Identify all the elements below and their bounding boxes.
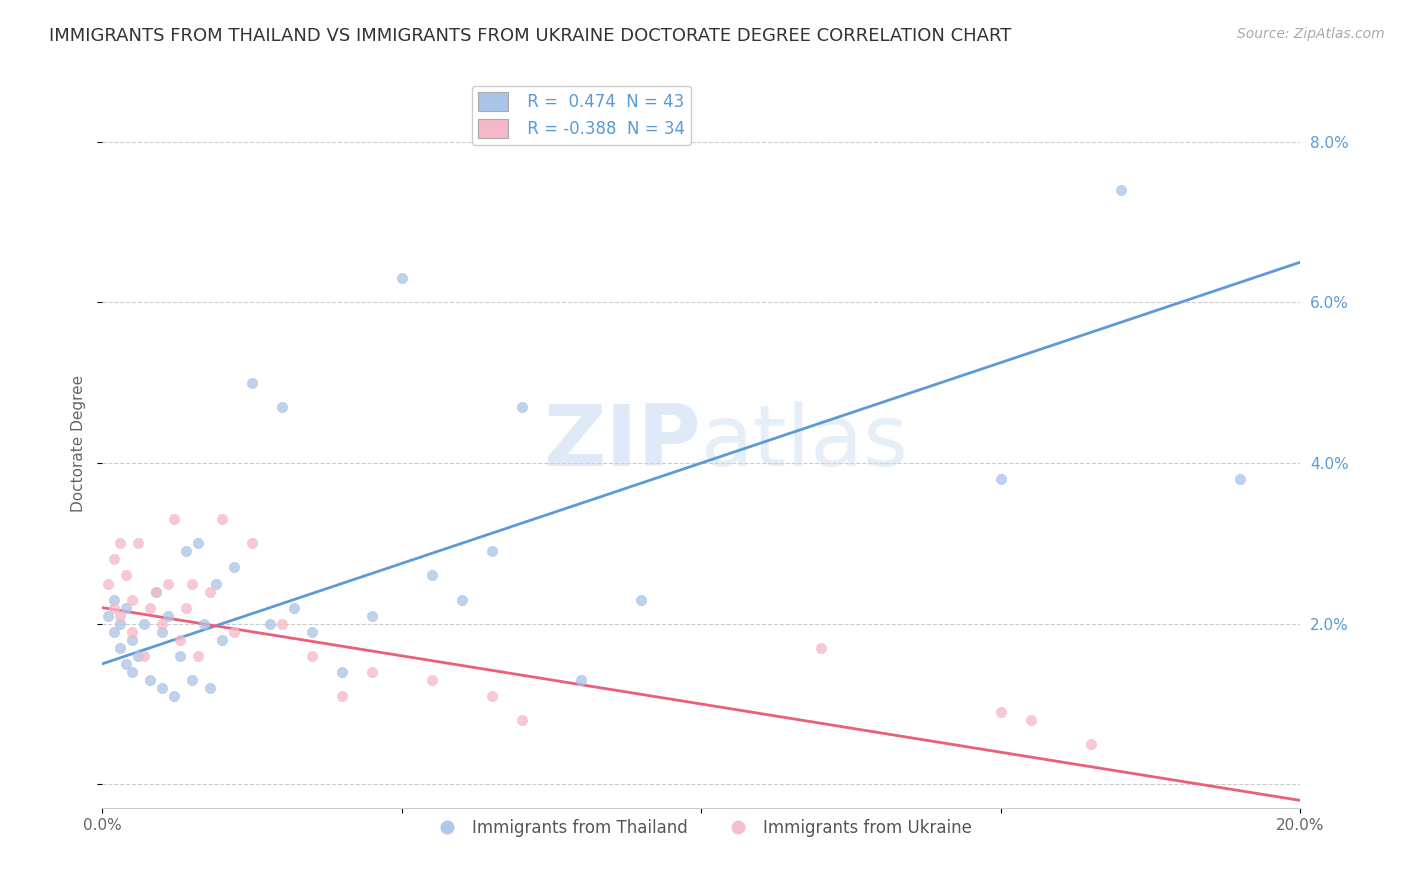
Point [211,632,233,647]
Point [127,648,149,663]
Point [145,584,167,599]
Point [121,632,143,647]
Point [271,400,294,414]
Point [481,689,503,703]
Point [150,616,173,631]
Point [187,536,209,550]
Point [810,640,832,655]
Point [240,536,263,550]
Point [360,665,382,679]
Point [240,376,263,390]
Point [163,512,186,526]
Point [108,616,131,631]
Point [103,624,125,639]
Point [108,536,131,550]
Point [222,624,245,639]
Point [222,560,245,574]
Point [630,592,652,607]
Point [115,568,138,582]
Point [301,624,323,639]
Point [169,648,191,663]
Text: ZIP: ZIP [544,401,702,484]
Point [211,512,233,526]
Point [108,640,131,655]
Point [1080,737,1102,751]
Point [163,689,186,703]
Point [103,600,125,615]
Point [198,584,221,599]
Point [108,608,131,623]
Point [134,616,156,631]
Point [450,592,472,607]
Point [420,673,443,687]
Point [1229,472,1251,486]
Point [198,681,221,695]
Point [301,648,323,663]
Point [990,472,1012,486]
Point [97,576,120,591]
Point [103,592,125,607]
Point [134,648,156,663]
Point [103,552,125,566]
Point [121,665,143,679]
Point [391,271,413,285]
Point [283,600,305,615]
Point [271,616,294,631]
Point [97,608,120,623]
Point [127,536,149,550]
Point [330,689,353,703]
Point [139,600,162,615]
Point [571,673,593,687]
Point [174,544,197,558]
Point [139,673,162,687]
Point [187,648,209,663]
Point [1019,713,1042,727]
Point [115,657,138,671]
Point [181,673,204,687]
Point [481,544,503,558]
Point [510,713,533,727]
Point [420,568,443,582]
Text: Source: ZipAtlas.com: Source: ZipAtlas.com [1237,27,1385,41]
Point [181,576,204,591]
Point [330,665,353,679]
Point [510,400,533,414]
Point [150,624,173,639]
Point [121,592,143,607]
Text: atlas: atlas [702,401,910,484]
Point [193,616,215,631]
Point [259,616,281,631]
Point [157,608,180,623]
Point [990,705,1012,719]
Point [205,576,228,591]
Legend: Immigrants from Thailand, Immigrants from Ukraine: Immigrants from Thailand, Immigrants fro… [423,813,979,844]
Point [157,576,180,591]
Point [115,600,138,615]
Point [360,608,382,623]
Text: IMMIGRANTS FROM THAILAND VS IMMIGRANTS FROM UKRAINE DOCTORATE DEGREE CORRELATION: IMMIGRANTS FROM THAILAND VS IMMIGRANTS F… [49,27,1011,45]
Y-axis label: Doctorate Degree: Doctorate Degree [72,375,86,511]
Point [174,600,197,615]
Point [169,632,191,647]
Point [1109,183,1132,197]
Point [150,681,173,695]
Point [121,624,143,639]
Point [145,584,167,599]
